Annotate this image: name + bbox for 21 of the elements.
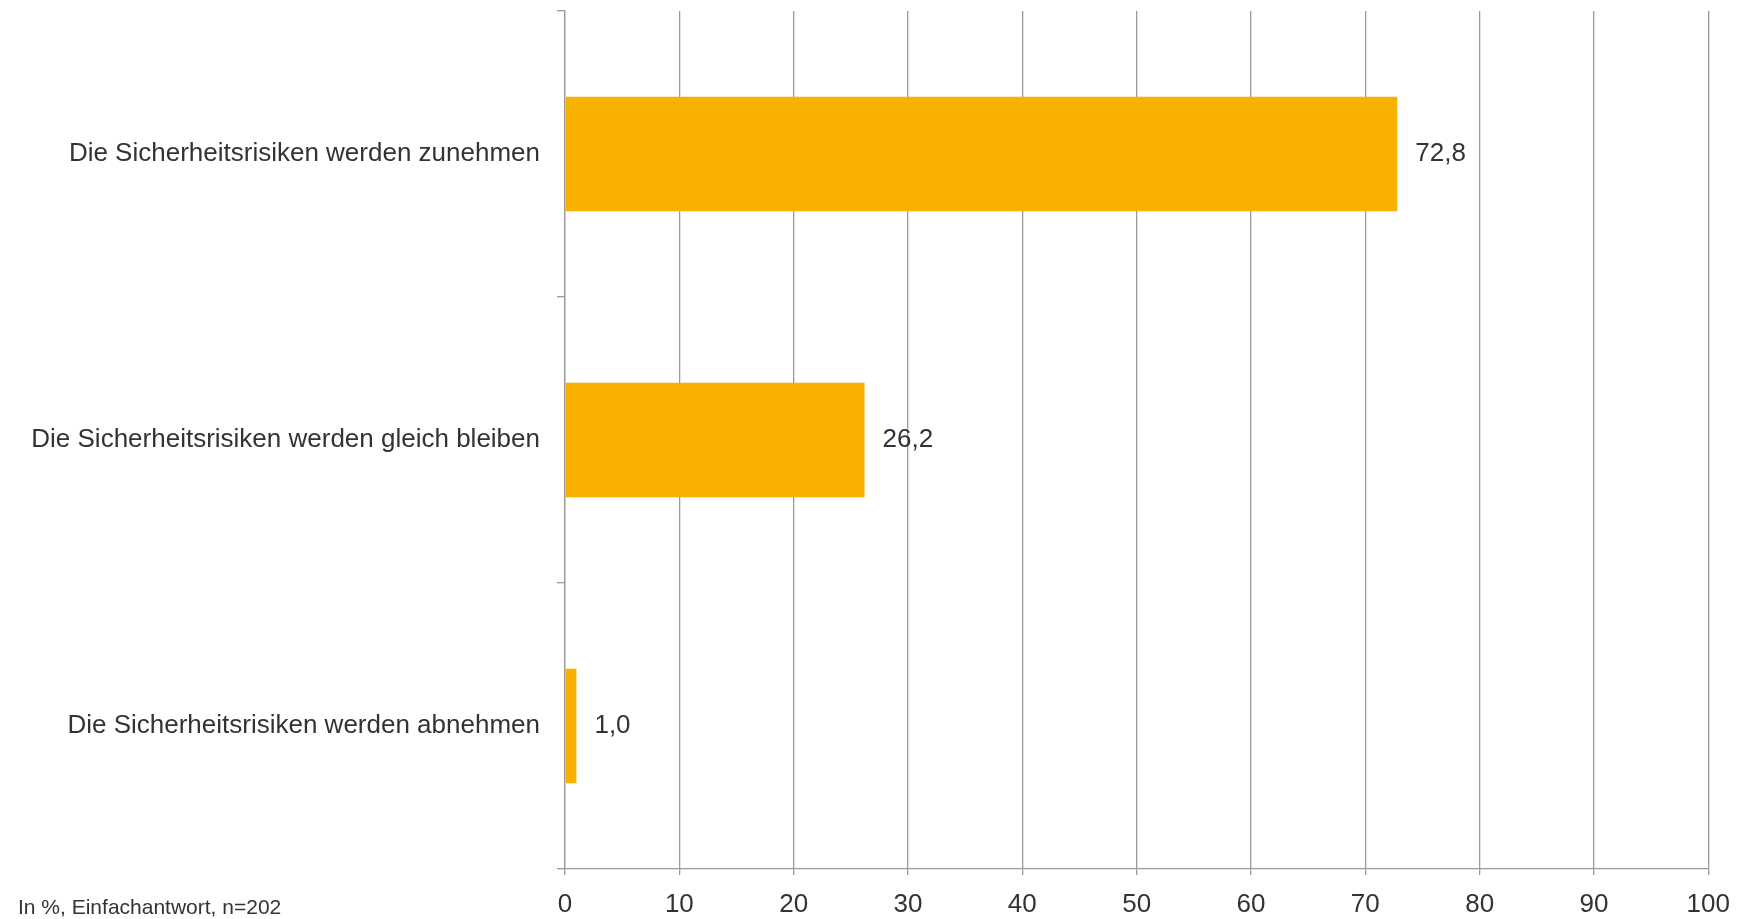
x-tick-label: 80	[1465, 887, 1495, 918]
x-tick-label: 10	[664, 887, 694, 918]
bar	[565, 96, 1398, 212]
x-tick-label: 90	[1579, 887, 1609, 918]
x-tick-label: 100	[1686, 887, 1731, 918]
y-tick-label: Die Sicherheitsrisiken werden gleich bleiben	[31, 423, 540, 454]
data-label: 26,2	[882, 423, 934, 454]
x-tick-label: 20	[779, 887, 809, 918]
x-tick-label: 50	[1122, 887, 1152, 918]
x-tick-label: 0	[557, 887, 573, 918]
data-label: 72,8	[1415, 137, 1466, 168]
x-tick-label: 30	[893, 887, 923, 918]
text: In %, Einfachantwort, n=202	[18, 894, 282, 918]
y-tick-label: Die Sicherheitsrisiken werden zunehmen	[68, 137, 540, 168]
bar	[565, 668, 577, 784]
x-tick-label: 40	[1007, 887, 1037, 918]
data-label: 1,0	[594, 709, 631, 740]
x-tick-label: 60	[1236, 887, 1266, 918]
bar	[565, 382, 865, 498]
x-tick-label: 70	[1350, 887, 1380, 918]
y-tick-label: Die Sicherheitsrisiken werden abnehmen	[67, 709, 540, 740]
